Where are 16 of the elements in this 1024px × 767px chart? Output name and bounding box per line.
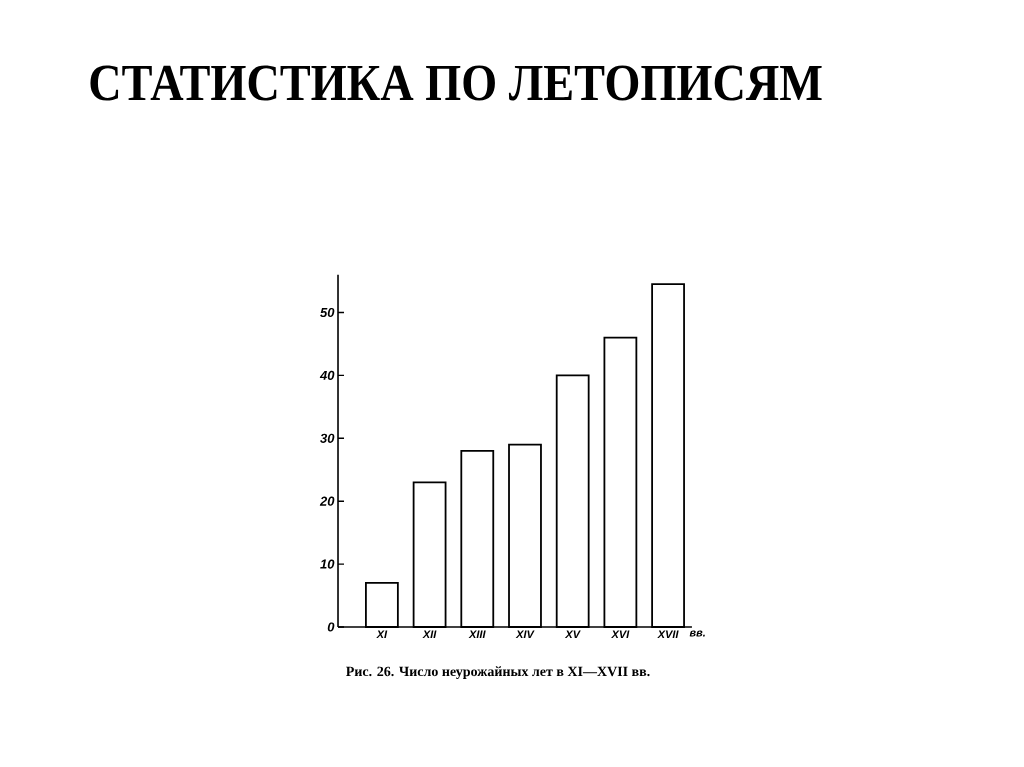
y-tick-label: 0 (327, 622, 335, 632)
x-axis-title: вв. (689, 630, 705, 637)
x-tick-label: XI (376, 630, 388, 639)
x-tick-label: XII (422, 630, 437, 639)
x-tick-label: XIV (515, 630, 535, 639)
x-tick-label: XVII (657, 630, 679, 639)
y-tick-label: 20 (319, 496, 335, 506)
y-tick-label: 30 (320, 433, 335, 443)
chart-title: СТАТИСТИКА ПО ЛЕТОПИСЯМ (90, 65, 822, 101)
x-tick-label: XIII (468, 630, 486, 639)
x-tick-label: XVI (611, 630, 630, 639)
x-tick-label: XV (564, 630, 581, 639)
text: Рис. 26. Число неурожайных лет в XI—XVII вв. (346, 666, 650, 680)
y-tick-label: 10 (320, 559, 335, 569)
y-tick-label: 50 (320, 307, 335, 318)
y-tick-label: 40 (319, 370, 335, 380)
